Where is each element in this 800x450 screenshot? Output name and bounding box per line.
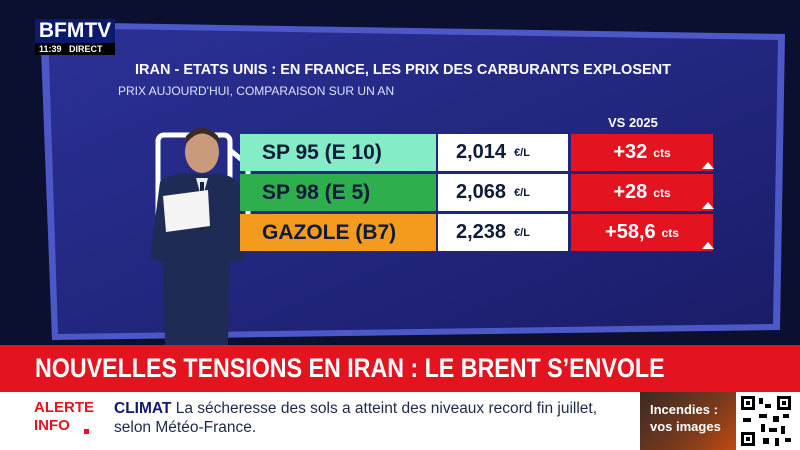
headline-band: NOUVELLES TENSIONS EN IRAN : LE BRENT S’… bbox=[0, 345, 800, 392]
up-arrow bbox=[702, 242, 714, 249]
change-cell: +32 cts bbox=[571, 134, 714, 171]
alert-label: INFO bbox=[34, 417, 70, 434]
change-unit: cts bbox=[661, 225, 679, 240]
column-header: VS 2025 bbox=[608, 115, 658, 130]
fuel-cell: GAZOLE (B7) bbox=[240, 214, 436, 251]
change: +28 bbox=[613, 181, 648, 203]
fuel-name: GAZOLE (B7) bbox=[262, 220, 397, 244]
ticker: ALERTE INFO CLIMAT La sécheresse des sol… bbox=[0, 392, 800, 450]
change: +58,6 bbox=[605, 221, 656, 243]
fuel-cell: SP 98 (E 5) bbox=[240, 174, 436, 211]
ticker-message: La sécheresse des sols a atteint des niv… bbox=[114, 400, 598, 436]
price-unit: €/L bbox=[514, 186, 530, 199]
change-unit: cts bbox=[653, 145, 671, 160]
graphic-subtitle: PRIX AUJOURD'HUI, COMPARAISON SUR UN AN bbox=[118, 84, 395, 98]
qr-code bbox=[739, 394, 793, 448]
alert-label: ALERTE bbox=[34, 399, 94, 416]
alert-dot bbox=[84, 429, 89, 434]
price: 2,068 bbox=[456, 181, 507, 203]
fuel-cell: SP 95 (E 10) bbox=[240, 134, 436, 171]
change-unit: cts bbox=[653, 185, 671, 200]
promo-text: vos images bbox=[650, 419, 721, 434]
graphic-title: IRAN - ETATS UNIS : EN FRANCE, LES PRIX … bbox=[135, 62, 671, 78]
ticker-text: CLIMAT La sécheresse des sols a atteint … bbox=[114, 399, 634, 437]
ticker-topic: CLIMAT bbox=[114, 400, 172, 417]
headline: NOUVELLES TENSIONS EN IRAN : LE BRENT S’… bbox=[35, 353, 665, 383]
price-cell: 2,068 €/L bbox=[438, 174, 568, 211]
price-cell: 2,238 €/L bbox=[438, 214, 568, 251]
promo-box[interactable]: Incendies : vos images bbox=[640, 392, 736, 450]
up-arrow bbox=[702, 202, 714, 209]
live-bar: 11:39 DIRECT bbox=[35, 43, 115, 55]
up-arrow bbox=[702, 162, 714, 169]
change-cell: +58,6 cts bbox=[571, 214, 714, 251]
fuel-name: SP 95 (E 10) bbox=[262, 140, 382, 164]
clock: 11:39 bbox=[39, 44, 62, 54]
price: 2,014 bbox=[456, 141, 507, 163]
channel-logo: BFMTV bbox=[35, 19, 115, 43]
live-label: DIRECT bbox=[69, 44, 103, 54]
change-cell: +28 cts bbox=[571, 174, 714, 211]
fuel-name: SP 98 (E 5) bbox=[262, 180, 371, 204]
promo-text: Incendies : bbox=[650, 402, 718, 417]
price-cell: 2,014 €/L bbox=[438, 134, 568, 171]
price-unit: €/L bbox=[514, 146, 530, 159]
change: +32 bbox=[613, 141, 648, 163]
price: 2,238 bbox=[456, 221, 507, 243]
price-unit: €/L bbox=[514, 226, 530, 239]
